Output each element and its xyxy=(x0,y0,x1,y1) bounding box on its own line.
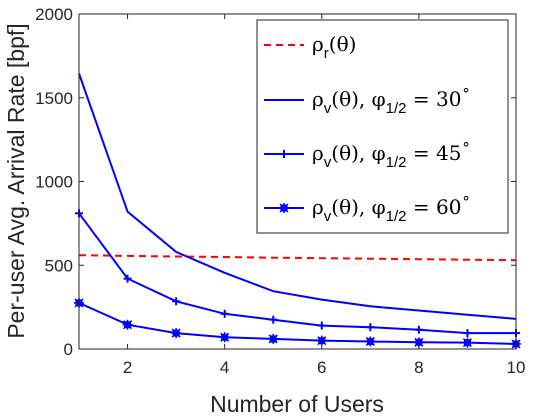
legend-label: ρv(θ), φ1/2 = 60∘ xyxy=(312,190,471,225)
x-tick-label: 2 xyxy=(123,358,132,377)
plus-marker xyxy=(280,150,288,158)
tick-layer: 2 4 6 8 10 0 500 1000 1500 2000 xyxy=(35,5,525,377)
asterisk-marker xyxy=(279,203,289,213)
x-tick-label: 10 xyxy=(507,358,526,377)
plus-marker xyxy=(463,329,472,338)
series-line-3 xyxy=(78,212,516,335)
y-axis-label: Per-user Avg. Arrival Rate [bpf] xyxy=(3,23,29,338)
series-layer xyxy=(74,73,521,349)
y-tick-label: 1500 xyxy=(35,89,73,108)
legend-label: ρv(θ), φ1/2 = 45∘ xyxy=(312,136,471,171)
plus-marker xyxy=(317,321,326,330)
asterisk-marker xyxy=(268,333,279,344)
legend-box xyxy=(256,19,509,234)
x-tick-label: 6 xyxy=(317,358,326,377)
legend-entry-2: ρv(θ), φ1/2 = 30∘ xyxy=(264,82,471,117)
asterisk-marker xyxy=(462,337,473,348)
asterisk-marker xyxy=(413,337,424,348)
y-tick-label: 1000 xyxy=(35,173,73,192)
series-line-1 xyxy=(78,254,517,262)
y-tick-label: 500 xyxy=(45,256,73,275)
legend-label: ρv(θ), φ1/2 = 30∘ xyxy=(312,82,471,117)
y-tick-label: 0 xyxy=(64,340,73,359)
legend-items: ρr(θ) ρv(θ), φ1/2 = 30∘ ρv(θ), φ1/2 = 45∘ ρ… xyxy=(264,32,471,225)
x-tick-label: 4 xyxy=(220,358,229,377)
asterisk-marker xyxy=(171,328,182,339)
asterisk-marker xyxy=(219,332,230,343)
plus-marker xyxy=(414,325,423,334)
plus-marker xyxy=(269,315,278,324)
series-line-4 xyxy=(78,301,517,345)
legend-entry-3: ρv(θ), φ1/2 = 45∘ xyxy=(264,136,471,171)
x-tick-label: 8 xyxy=(414,358,423,377)
legend-label: ρr(θ) xyxy=(312,32,356,62)
asterisk-marker xyxy=(122,319,133,330)
asterisk-marker xyxy=(365,336,376,347)
plus-marker xyxy=(366,323,375,332)
asterisk-marker xyxy=(316,335,327,346)
x-axis-label: Number of Users xyxy=(210,391,384,417)
plus-marker xyxy=(123,274,132,283)
series-line-2 xyxy=(78,73,517,320)
plus-marker xyxy=(172,297,181,306)
plus-marker xyxy=(220,309,229,318)
y-tick-label: 2000 xyxy=(35,5,73,24)
legend: ρr(θ) ρv(θ), φ1/2 = 30∘ ρv(θ), φ1/2 = 45∘ ρ… xyxy=(256,19,509,234)
legend-entry-4: ρv(θ), φ1/2 = 60∘ xyxy=(264,190,471,225)
legend-entry-1: ρr(θ) xyxy=(264,32,356,62)
